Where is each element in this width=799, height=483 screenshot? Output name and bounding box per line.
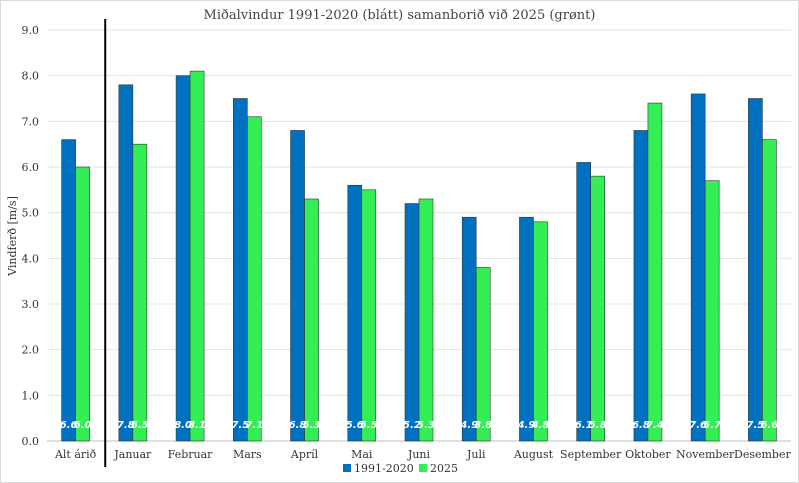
x-tick-label: Apríl — [290, 448, 319, 461]
x-axis-ticks: Alt árið Januar Februar Mars Apríl Mai Juni Jul… — [54, 448, 792, 461]
data-label: 8.1 — [188, 420, 206, 431]
y-tick-label: 7.0 — [22, 115, 40, 128]
data-labels: 6.66.0 7.86.5 8.08.1 7.57.1 6.85.3 5.65.5 5.25… — [60, 420, 779, 431]
y-tick-label: 8.0 — [22, 70, 40, 83]
data-label: 4.8 — [531, 420, 550, 431]
bar-year — [75, 166, 90, 442]
legend: 1991-2020 2025 — [343, 462, 458, 475]
bar-normal — [233, 98, 248, 442]
bar-year — [475, 267, 491, 442]
y-tick-label: 9.0 — [22, 24, 40, 37]
data-label: 5.3 — [417, 420, 435, 431]
x-tick-label: Juni — [407, 448, 431, 461]
bar-year — [533, 221, 548, 442]
legend-label: 1991-2020 — [354, 462, 414, 475]
bar-year — [132, 143, 148, 442]
data-label: 5.2 — [403, 420, 421, 431]
data-label: 6.1 — [575, 420, 593, 431]
y-tick-label: 6.0 — [22, 161, 40, 174]
data-label: 6.8 — [289, 420, 307, 431]
x-tick-label: November — [676, 448, 735, 461]
data-label: 5.6 — [346, 420, 364, 431]
data-label: 6.6 — [60, 420, 78, 431]
y-tick-label: 4.0 — [22, 252, 40, 265]
data-label: 8.0 — [174, 420, 192, 431]
legend-swatch — [419, 464, 427, 472]
bar-year — [304, 198, 319, 442]
x-tick-label: Alt árið — [54, 448, 97, 461]
y-tick-label: 1.0 — [22, 389, 40, 402]
bar-normal — [290, 130, 305, 442]
bar-marks — [61, 70, 777, 442]
chart-title: Miðalvindur 1991-2020 (blátt) samanborið… — [204, 8, 596, 23]
data-label: 7.8 — [117, 420, 135, 431]
bar-normal — [748, 98, 763, 442]
bar-year — [418, 198, 434, 442]
bar-year — [704, 180, 720, 442]
data-label: 7.1 — [245, 420, 263, 431]
data-label: 6.6 — [761, 420, 779, 431]
bar-year — [247, 116, 262, 442]
y-tick-label: 5.0 — [22, 207, 40, 220]
y-axis-label: Vindferð [m/s] — [6, 196, 19, 277]
data-label: 6.0 — [74, 420, 92, 431]
data-label: 7.5 — [747, 420, 765, 431]
x-tick-label: Juli — [466, 448, 486, 461]
x-tick-label: September — [560, 448, 622, 461]
x-tick-label: Januar — [113, 448, 152, 461]
bar-normal — [519, 216, 534, 442]
bar-normal — [61, 139, 76, 442]
data-label: 7.4 — [646, 420, 664, 431]
bar-year — [590, 175, 605, 442]
y-axis-ticks: 0.0 1.0 2.0 3.0 4.0 5.0 6.0 7.0 8.0 9.0 — [22, 24, 40, 448]
legend-label: 2025 — [430, 462, 458, 475]
data-label: 7.6 — [689, 420, 707, 431]
data-label: 5.3 — [303, 420, 321, 431]
data-label: 5.7 — [703, 420, 721, 431]
data-label: 6.5 — [131, 420, 149, 431]
x-tick-label: Oktober — [625, 448, 671, 461]
bar-normal — [690, 93, 706, 442]
data-label: 4.9 — [517, 420, 536, 431]
y-tick-label: 3.0 — [22, 298, 40, 311]
data-label: 3.8 — [474, 420, 492, 431]
x-tick-label: Desember — [734, 448, 791, 461]
data-label: 5.5 — [360, 420, 378, 431]
bar-year — [647, 102, 663, 442]
data-label: 6.8 — [632, 420, 650, 431]
x-tick-label: Februar — [168, 448, 213, 461]
bar-normal — [461, 216, 477, 442]
data-label: 4.9 — [459, 420, 478, 431]
gridlines — [47, 29, 791, 442]
bar-normal — [633, 130, 649, 442]
bar-normal — [576, 162, 591, 442]
bar-normal — [347, 184, 363, 442]
bar-year — [189, 70, 205, 442]
bar-normal — [404, 203, 420, 442]
x-tick-label: Mai — [351, 448, 373, 461]
bar-normal — [118, 84, 134, 442]
x-tick-label: Mars — [233, 448, 262, 461]
data-label: 5.8 — [589, 420, 607, 431]
legend-swatch — [343, 464, 351, 472]
y-tick-label: 0.0 — [22, 435, 40, 448]
x-tick-label: August — [513, 448, 554, 461]
bar-normal — [175, 75, 191, 442]
data-label: 7.5 — [231, 420, 249, 431]
bar-year — [762, 139, 777, 442]
bar-year — [361, 189, 377, 442]
y-tick-label: 2.0 — [22, 344, 40, 357]
